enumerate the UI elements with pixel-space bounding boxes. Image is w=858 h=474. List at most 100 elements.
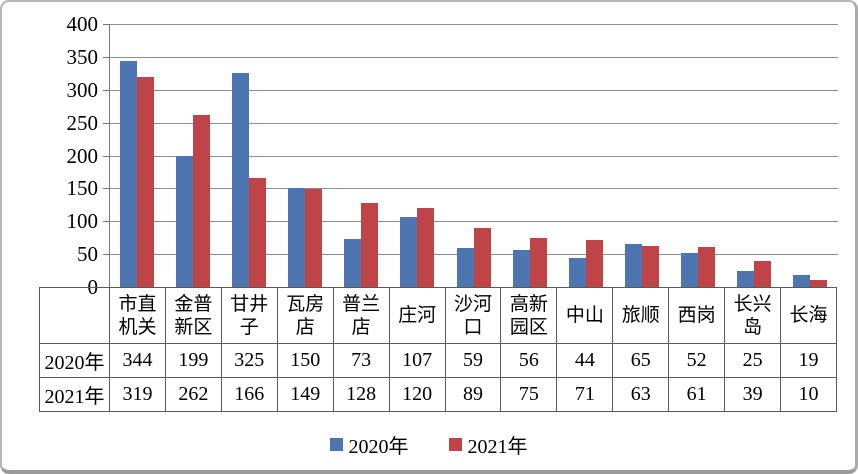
y-axis-tick: [103, 122, 109, 124]
value-cell: 56: [500, 343, 558, 378]
legend-entry-2021年: 2021年: [448, 430, 528, 459]
value-cell: 25: [724, 343, 782, 378]
value-cell: 128: [332, 377, 390, 412]
category-cell-长兴岛: 长兴岛: [724, 287, 782, 344]
value-cell: 120: [388, 377, 446, 412]
bar-2020年-旅顺: [624, 244, 642, 287]
bar-2020年-普兰店: [344, 239, 362, 287]
gridline: [109, 221, 838, 223]
value-cell: 166: [220, 377, 278, 412]
gridline: [109, 56, 838, 58]
bar-2021年-沙河口: [473, 228, 491, 287]
value-cell: 344: [109, 343, 166, 378]
gridline: [109, 122, 838, 124]
legend-swatch-icon: [448, 438, 462, 451]
legend-label: 2020年: [348, 436, 409, 458]
bar-2020年-长兴岛: [736, 270, 754, 287]
category-label-line: 普兰: [342, 293, 381, 315]
value-cell: 75: [500, 377, 558, 412]
value-cell: 89: [444, 377, 502, 412]
legend-entry-2020年: 2020年: [329, 430, 409, 459]
bar-2020年-西岗: [680, 252, 698, 287]
value-cell: 44: [556, 343, 614, 378]
bar-2020年-沙河口: [456, 248, 474, 287]
legend: 2020年 2021年: [2, 430, 855, 459]
value-cell: 71: [556, 377, 614, 412]
category-label-line: 沙河: [453, 293, 492, 315]
category-label-line: 庄河: [398, 305, 437, 326]
y-axis-tick: [103, 56, 109, 58]
y-axis-tick: [103, 221, 109, 223]
category-cell-瓦房店: 瓦房店: [276, 287, 334, 344]
y-axis-tick-label: 300: [66, 77, 99, 102]
bar-2021年-中山: [585, 240, 603, 287]
value-cell: 107: [388, 343, 446, 378]
row-header-2020年: 2020年: [39, 343, 110, 378]
category-label-line: 店: [351, 316, 371, 338]
legend-swatch-icon: [329, 438, 343, 451]
category-label-line: 店: [295, 316, 315, 338]
category-cell-沙河口: 沙河口: [444, 287, 502, 344]
category-cell-旅顺: 旅顺: [612, 287, 670, 344]
bar-2021年-旅顺: [641, 245, 659, 287]
table-row-2020年: 2020年 344 199 325 150 73 107 59 56 44 65 52 25 19: [39, 343, 837, 378]
value-cell: 19: [780, 343, 837, 378]
data-table: 市直 机关 金普 新区 甘井子瓦房店普兰店庄河 沙河口高新 园区 中山 旅顺 西岗 长兴岛长海 202…: [39, 287, 837, 412]
value-cell: 39: [724, 377, 782, 412]
value-cell: 65: [612, 343, 670, 378]
category-cell-市直机关: 市直 机关: [109, 287, 166, 344]
bar-2021年-长兴岛: [753, 261, 771, 287]
category-cell-普兰店: 普兰店: [332, 287, 390, 344]
category-label-line: 岛: [743, 316, 763, 338]
y-axis-tick-label: 200: [66, 143, 99, 168]
category-cell-长海: 长海: [780, 287, 837, 344]
value-cell: 61: [668, 377, 726, 412]
value-cell: 319: [109, 377, 166, 412]
value-cell: 149: [276, 377, 334, 412]
category-header-row: 市直 机关 金普 新区 甘井子瓦房店普兰店庄河 沙河口高新 园区 中山 旅顺 西岗 长兴岛长海: [39, 287, 837, 344]
bar-2021年-瓦房店: [305, 189, 323, 287]
value-cell: 150: [276, 343, 334, 378]
table-corner-cell: [39, 287, 110, 344]
table-row-2021年: 2021年 319 262 166 149 128 120 89 75 71 63 61 39 10: [39, 377, 837, 412]
gridline: [109, 188, 838, 190]
category-label-line: 瓦房: [286, 293, 325, 315]
value-cell: 52: [668, 343, 726, 378]
category-label-line: 市直: [118, 293, 157, 315]
bar-2021年-普兰店: [361, 202, 379, 287]
bar-2020年-中山: [568, 258, 586, 287]
y-axis-tick: [103, 254, 109, 256]
y-axis-tick-label: 350: [66, 44, 99, 69]
bar-2020年-瓦房店: [288, 188, 306, 287]
category-label-line: 甘井: [230, 293, 269, 315]
legend-label: 2021年: [467, 436, 528, 458]
bar-2020年-庄河: [400, 216, 418, 287]
value-cell: 10: [780, 377, 837, 412]
category-label-line: 机关: [118, 316, 157, 338]
bar-2021年-高新园区: [529, 237, 547, 287]
row-header-2021年: 2021年: [39, 377, 110, 412]
bar-2020年-高新园区: [512, 250, 530, 287]
y-axis-tick-label: 250: [66, 110, 99, 135]
y-axis-tick-label: 400: [66, 12, 99, 36]
bar-2021年-市直机关: [137, 77, 155, 287]
gridline: [109, 24, 838, 25]
category-label-line: 园区: [509, 316, 548, 338]
bar-2020年-甘井子: [232, 73, 250, 287]
category-label-line: 子: [239, 316, 259, 338]
bar-2021年-甘井子: [249, 177, 267, 287]
category-label-line: 长兴: [733, 293, 772, 315]
y-axis-tick-label: 150: [66, 176, 99, 201]
category-label-line: 长海: [789, 305, 828, 326]
bar-2020年-市直机关: [120, 60, 138, 287]
value-cell: 199: [164, 343, 222, 378]
bar-2021年-长海: [809, 280, 827, 287]
y-axis-tick: [103, 89, 109, 91]
y-axis-tick: [103, 155, 109, 157]
category-label-line: 高新: [509, 293, 548, 315]
category-cell-中山: 中山: [556, 287, 614, 344]
category-cell-庄河: 庄河: [388, 287, 446, 344]
y-axis-tick: [103, 188, 109, 190]
bar-2021年-西岗: [697, 246, 715, 287]
